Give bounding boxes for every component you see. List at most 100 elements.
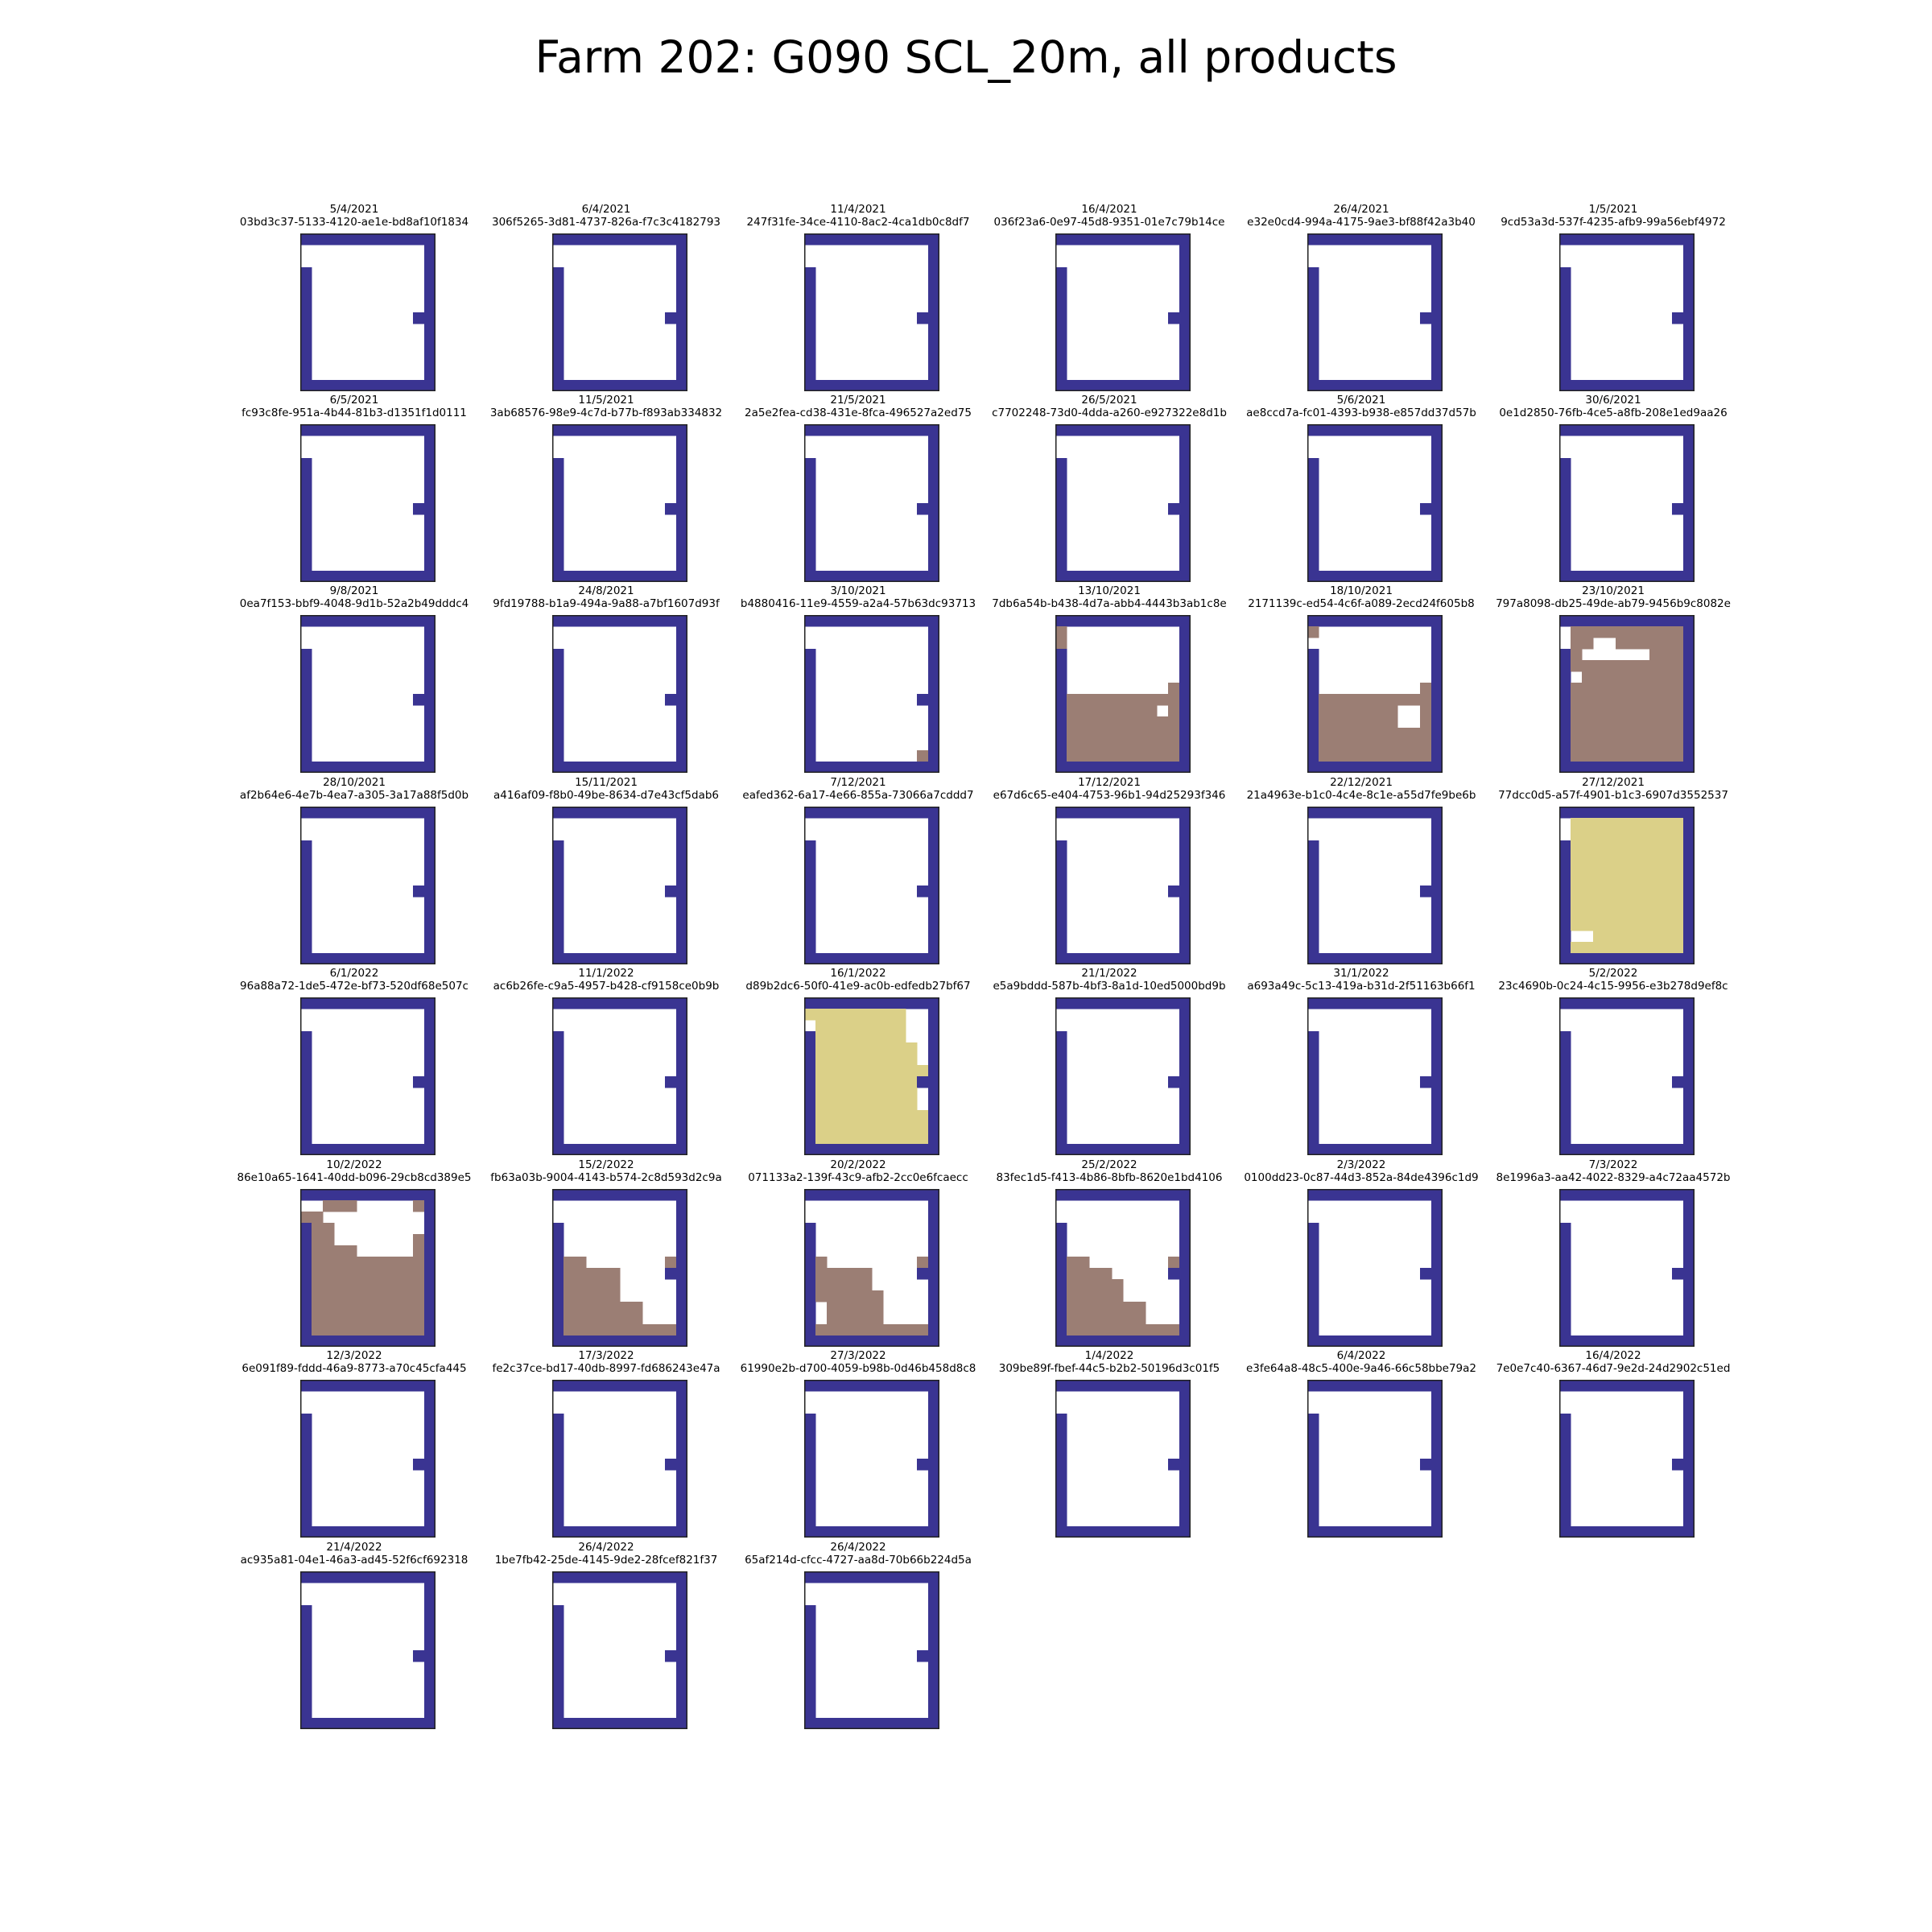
scl-cell-field-border — [642, 1718, 654, 1729]
scl-cell-field-border — [1661, 571, 1673, 582]
scl-cell-class-brown — [1571, 626, 1583, 638]
scl-cell-class-brown — [357, 1290, 369, 1302]
scl-cell-class-brown — [1089, 1279, 1101, 1291]
scl-cell-field-border — [815, 997, 828, 1009]
scl-cell-field-border — [1157, 953, 1169, 964]
scl-cell-field-border — [676, 840, 687, 852]
scl-cell-class-yellow — [917, 1065, 929, 1077]
scl-cell-field-border — [390, 233, 402, 246]
scl-cell-class-yellow — [1661, 919, 1673, 931]
scl-cell-field-border — [334, 380, 346, 391]
scl-cell-field-border — [1559, 233, 1571, 246]
scl-cell-field-border — [1431, 626, 1443, 638]
scl-cell-field-border — [1683, 1481, 1695, 1493]
scl-cell-class-brown — [413, 1290, 425, 1302]
scl-cell-field-border — [928, 1504, 939, 1516]
scl-cell-field-border — [552, 481, 564, 493]
scl-cell-field-border — [1409, 807, 1421, 819]
scl-cell-field-border — [1431, 997, 1443, 1009]
scl-cell-field-border — [883, 1335, 895, 1347]
scl-cell-field-border — [357, 233, 369, 246]
scl-cell-field-border — [1627, 953, 1639, 964]
scl-cell-field-border — [300, 1492, 312, 1505]
scl-cell-field-border — [849, 762, 861, 773]
scl-cell-field-border — [1055, 301, 1067, 313]
scl-cell-field-border — [424, 931, 436, 943]
scl-cell-class-brown — [1330, 694, 1342, 706]
scl-cell-class-brown — [1307, 626, 1319, 638]
scl-cell-field-border — [928, 559, 939, 572]
scl-cell-field-border — [1431, 671, 1443, 683]
scl-cell-field-border — [804, 942, 816, 954]
panel-date-label: 10/2/2022 — [326, 1158, 382, 1171]
scl-cell-field-border — [1055, 526, 1067, 538]
scl-cell-field-border — [1055, 886, 1067, 898]
scl-cell-class-yellow — [815, 1110, 828, 1122]
scl-cell-field-border — [1661, 615, 1673, 627]
scl-cell-field-border — [928, 1099, 939, 1111]
scl-grid-svg — [1559, 615, 1695, 773]
scl-cell-field-border — [872, 1380, 884, 1392]
scl-cell-field-border — [827, 1526, 839, 1538]
scl-cell-class-brown — [1089, 739, 1101, 751]
scl-cell-field-border — [804, 1189, 816, 1201]
scene-panel: 16/1/2022 d89b2dc6-50f0-41e9-ac0b-edfedb2… — [737, 967, 979, 1155]
scl-cell-field-border — [676, 267, 687, 279]
panel-frame — [804, 1189, 939, 1347]
scl-cell-class-brown — [413, 1257, 425, 1269]
scl-cell-field-border — [1352, 997, 1364, 1009]
scl-cell-field-border — [804, 1031, 816, 1043]
scl-cell-field-border — [1559, 953, 1571, 964]
scl-cell-field-border — [849, 1718, 861, 1729]
scl-cell-field-border — [345, 233, 357, 246]
scl-cell-field-border — [1179, 997, 1191, 1009]
scl-cell-class-brown — [1078, 739, 1090, 751]
scl-cell-field-border — [804, 807, 816, 819]
scl-cell-class-brown — [413, 1279, 425, 1291]
scl-cell-field-border — [424, 1459, 436, 1471]
scl-cell-field-border — [413, 615, 425, 627]
scl-cell-field-border — [1364, 1380, 1376, 1392]
scl-cell-field-border — [1559, 762, 1571, 773]
scl-cell-field-border — [300, 1031, 312, 1043]
scl-cell-field-border — [564, 953, 576, 964]
scl-cell-field-border — [586, 615, 598, 627]
scl-cell-field-border — [1055, 908, 1067, 920]
scl-cell-field-border — [1593, 380, 1605, 391]
scl-cell-field-border — [1638, 380, 1650, 391]
scl-cell-field-border — [552, 942, 564, 954]
scl-cell-field-border — [1319, 1526, 1331, 1538]
scl-cell-field-border — [1179, 762, 1191, 773]
scl-cell-class-brown — [1112, 1324, 1124, 1336]
scl-cell-class-brown — [368, 1257, 380, 1269]
scl-cell-field-border — [1386, 1144, 1398, 1155]
scl-cell-field-border — [1627, 1189, 1639, 1201]
scl-cell-field-border — [676, 762, 687, 773]
scl-cell-field-border — [1420, 1459, 1432, 1471]
scl-cell-field-border — [665, 424, 677, 436]
scl-cell-field-border — [928, 1447, 939, 1459]
scl-cell-field-border — [1055, 290, 1067, 302]
scl-cell-field-border — [928, 818, 939, 830]
scl-cell-field-border — [861, 1380, 873, 1392]
scl-cell-field-border — [631, 1571, 643, 1583]
scl-cell-field-border — [1112, 997, 1124, 1009]
scl-cell-class-yellow — [804, 1009, 816, 1021]
scl-cell-class-brown — [1330, 728, 1342, 740]
scl-cell-class-brown — [334, 1245, 346, 1257]
scl-cell-field-border — [1386, 997, 1398, 1009]
scl-cell-field-border — [379, 1335, 391, 1347]
scl-cell-class-brown — [1341, 716, 1353, 729]
scl-cell-field-border — [1661, 1144, 1673, 1155]
scl-cell-field-border — [586, 571, 598, 582]
scl-cell-class-brown — [1330, 716, 1342, 729]
scl-cell-field-border — [1604, 424, 1616, 436]
scl-cell-field-border — [894, 424, 906, 436]
scl-cell-field-border — [552, 312, 564, 324]
scl-cell-class-brown — [597, 1302, 609, 1314]
scl-cell-field-border — [424, 458, 436, 470]
scl-cell-class-brown — [1123, 1313, 1135, 1325]
scl-cell-field-border — [1683, 953, 1695, 964]
scl-cell-field-border — [300, 1279, 312, 1291]
scl-cell-field-border — [1307, 233, 1319, 246]
